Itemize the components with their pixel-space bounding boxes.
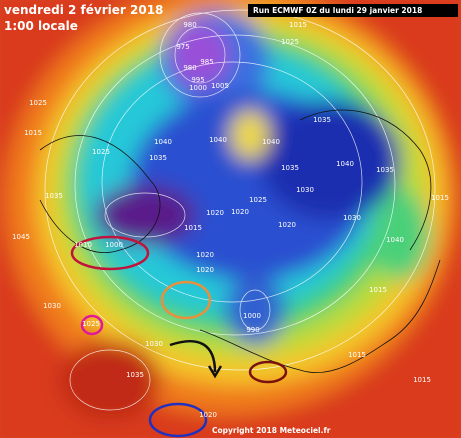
pressure-label: 1020 [196, 251, 214, 259]
pressure-label: 1015 [184, 224, 202, 232]
pressure-label: 980 [183, 21, 196, 29]
pressure-label: 1040 [262, 138, 280, 146]
pressure-label: 975 [176, 43, 189, 51]
pressure-label: 1000 [105, 241, 123, 249]
pressure-label: 1025 [29, 99, 47, 107]
pressure-label: 985 [200, 58, 213, 66]
pressure-label: 1020 [196, 266, 214, 274]
pressure-label: 990 [246, 326, 259, 334]
pressure-label: 1035 [376, 166, 394, 174]
pressure-label: 1040 [154, 138, 172, 146]
pressure-label: 1005 [211, 82, 229, 90]
pressure-label: 1035 [281, 164, 299, 172]
pressure-label: 1020 [278, 221, 296, 229]
pressure-label: 1040 [386, 236, 404, 244]
pressure-label: 1020 [199, 411, 217, 419]
pressure-label: 1015 [289, 21, 307, 29]
pressure-label: 1015 [24, 129, 42, 137]
date: vendredi 2 février 2018 [4, 3, 163, 17]
pressure-label: 1045 [12, 233, 30, 241]
pressure-label: 1025 [281, 38, 299, 46]
pressure-label: 1015 [369, 286, 387, 294]
pressure-label: 1035 [45, 192, 63, 200]
pressure-label: 1030 [296, 186, 314, 194]
pressure-label: 1030 [145, 340, 163, 348]
pressure-label: 1025 [249, 196, 267, 204]
pressure-label: 1010 [74, 241, 92, 249]
pressure-label: 1035 [126, 371, 144, 379]
run: Run ECMWF 0Z du lundi 29 janvier 2018 [253, 6, 422, 15]
pressure-label: 1025 [82, 320, 100, 328]
pressure-label: 1000 [243, 312, 261, 320]
run-box [248, 4, 458, 17]
copyright: Copyright 2018 Meteociel.fr [212, 426, 331, 435]
pressure-label: 1035 [149, 154, 167, 162]
pressure-label: 1020 [206, 209, 224, 217]
isobars [44, 9, 436, 411]
pressure-label: 1040 [336, 160, 354, 168]
pressure-label: 995 [191, 76, 204, 84]
pressure-label: 1035 [313, 116, 331, 124]
pressure-label: 1025 [92, 148, 110, 156]
pressure-label: 1015 [348, 351, 366, 359]
pressure-label: 1020 [231, 208, 249, 216]
pressure-label: 1030 [43, 302, 61, 310]
pressure-label: 1015 [413, 376, 431, 384]
pressure-label: 980 [183, 64, 196, 72]
pressure-label: 1015 [431, 194, 449, 202]
time: 1:00 locale [4, 19, 78, 33]
pressure-label: 1000 [189, 84, 207, 92]
pressure-label: 1040 [209, 136, 227, 144]
annotations [70, 235, 288, 438]
pressure-label: 1030 [343, 214, 361, 222]
